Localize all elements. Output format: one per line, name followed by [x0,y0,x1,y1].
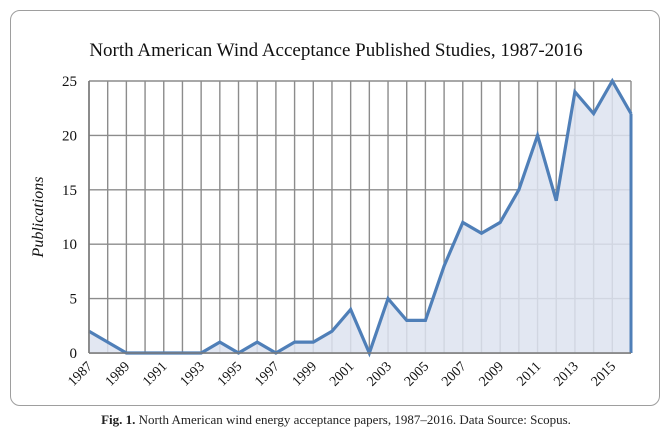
x-tick-label-1997: 1997 [252,359,282,389]
x-tick-label-2005: 2005 [402,359,432,389]
x-tick-label-2009: 2009 [477,359,507,389]
x-tick-label-2001: 2001 [327,359,357,389]
x-tick-label-1999: 1999 [290,359,320,389]
series-area-fill [89,81,631,353]
x-tick-labels: 1987 1989 1991 1993 1995 1997 1999 2001 2003 2005… [65,359,619,389]
chart-title: North American Wind Acceptance Published… [89,40,583,61]
x-tick-label-1989: 1989 [103,359,133,389]
caption-label: Fig. 1. [101,412,136,427]
x-tick-label-2003: 2003 [364,359,394,389]
y-tick-label-10: 10 [62,237,77,253]
x-tick-label-1995: 1995 [215,359,245,389]
y-tick-label-20: 20 [62,128,77,144]
axes [88,81,633,354]
figure-caption: Fig. 1. North American wind energy accep… [0,412,672,428]
x-tick-label-2015: 2015 [589,359,619,389]
x-tick-label-2007: 2007 [439,359,469,389]
y-tick-label-15: 15 [62,183,77,199]
caption-text: North American wind energy acceptance pa… [135,412,571,427]
y-axis-label: Publications [30,177,47,259]
x-tick-label-2013: 2013 [551,359,581,389]
x-tick-label-1987: 1987 [65,359,95,389]
y-tick-label-0: 0 [70,346,78,362]
x-tick-label-1993: 1993 [178,359,208,389]
x-tick-label-2011: 2011 [514,359,544,389]
y-tick-labels: 0 5 10 15 20 25 [62,74,77,362]
x-tick-label-1991: 1991 [140,359,170,389]
y-tick-label-25: 25 [62,74,77,90]
y-tick-label-5: 5 [70,292,78,308]
